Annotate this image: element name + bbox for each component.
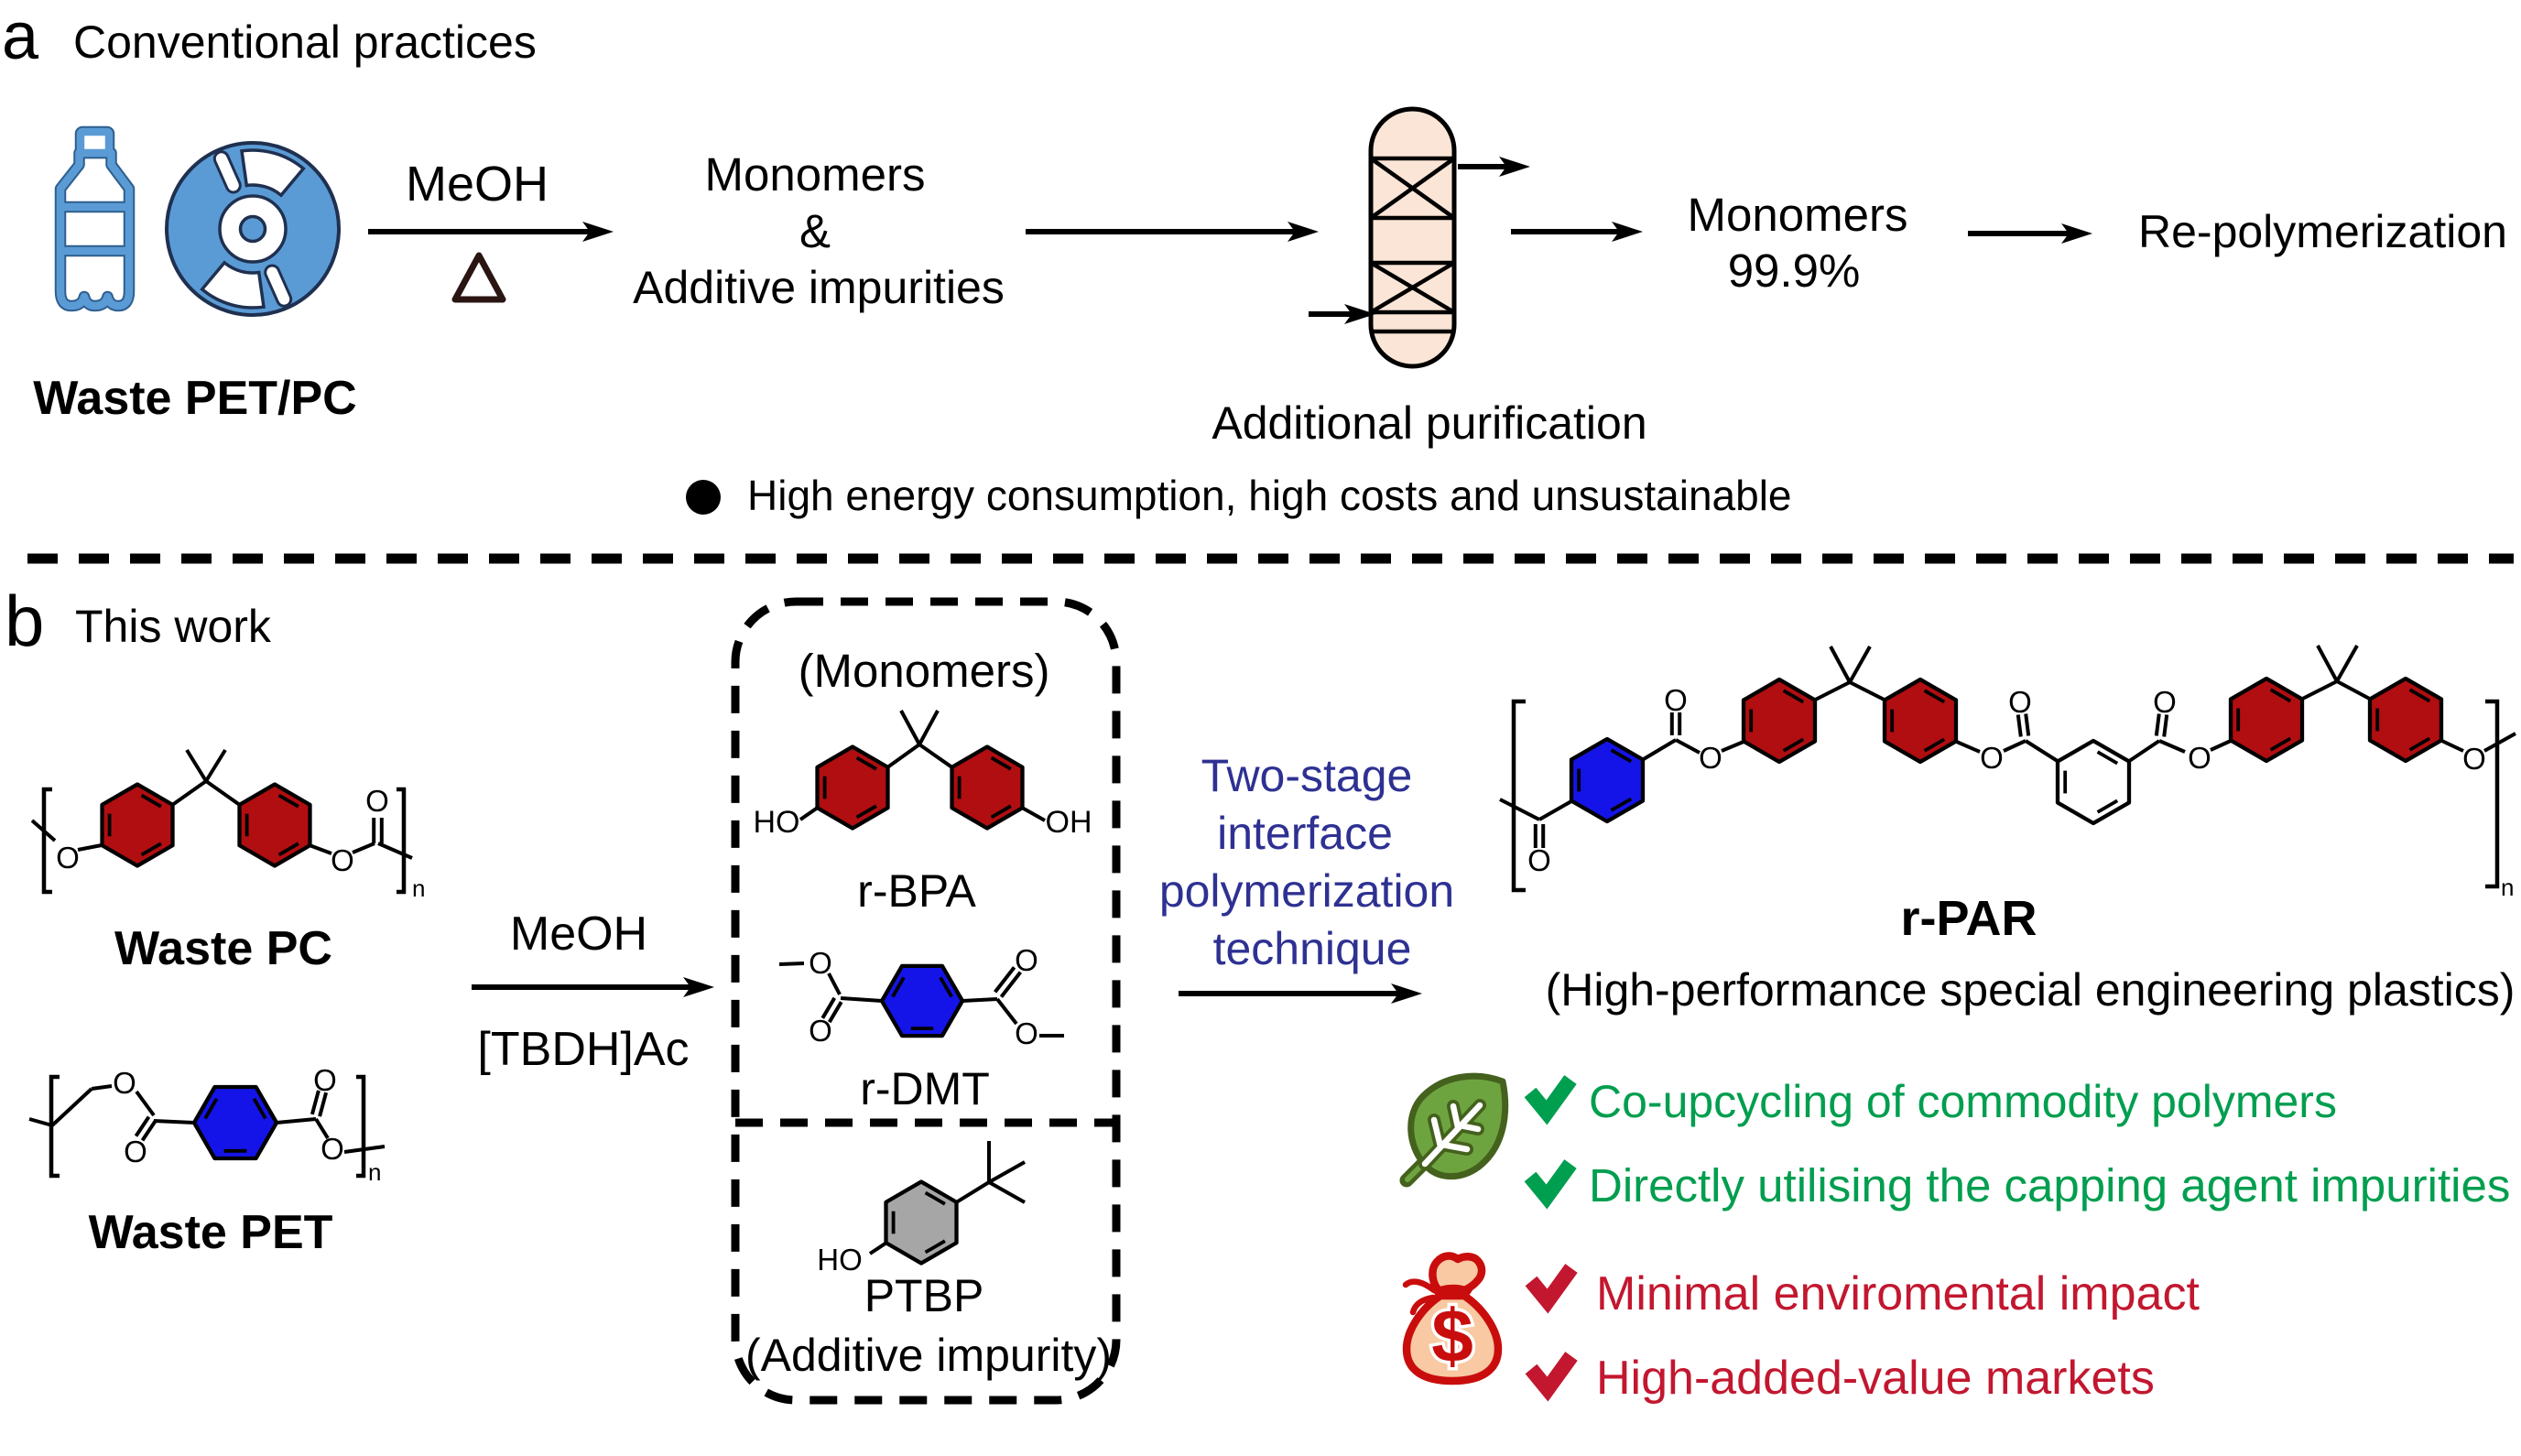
svg-text:technique: technique bbox=[1213, 923, 1412, 974]
svg-text:O: O bbox=[1664, 683, 1688, 717]
svg-text:O: O bbox=[113, 1066, 136, 1100]
svg-text:Monomers: Monomers bbox=[705, 148, 926, 201]
svg-text:Re-polymerization: Re-polymerization bbox=[2138, 206, 2507, 257]
svg-text:(Additive impurity): (Additive impurity) bbox=[745, 1330, 1112, 1381]
svg-text:Co-upcycling of commodity poly: Co-upcycling of commodity polymers bbox=[1589, 1076, 2337, 1127]
svg-text:a: a bbox=[2, 0, 39, 73]
svg-text:This work: This work bbox=[75, 601, 272, 652]
svg-text:HO: HO bbox=[817, 1243, 863, 1277]
svg-text:O: O bbox=[124, 1135, 147, 1168]
svg-text:O: O bbox=[1699, 741, 1722, 775]
svg-text:Waste PET/PC: Waste PET/PC bbox=[33, 372, 357, 425]
svg-text:(High-performance special engi: (High-performance special engineering pl… bbox=[1546, 964, 2516, 1016]
svg-text:r-DMT: r-DMT bbox=[860, 1063, 990, 1114]
svg-text:HO: HO bbox=[754, 805, 800, 840]
svg-text:High energy consumption, high: High energy consumption, high costs and … bbox=[747, 472, 1792, 519]
svg-text:MeOH: MeOH bbox=[510, 907, 647, 961]
svg-text:O: O bbox=[2188, 741, 2211, 775]
svg-text:O: O bbox=[56, 841, 80, 875]
svg-text:O: O bbox=[1015, 943, 1038, 977]
svg-text:O: O bbox=[2462, 742, 2486, 776]
svg-text:O: O bbox=[809, 1014, 832, 1048]
svg-text:O: O bbox=[1527, 843, 1551, 877]
svg-text:Waste PET: Waste PET bbox=[89, 1206, 333, 1259]
svg-text:r-PAR: r-PAR bbox=[1900, 891, 2037, 946]
svg-text:Additional purification: Additional purification bbox=[1212, 397, 1646, 449]
svg-text:O: O bbox=[313, 1063, 337, 1097]
svg-text:r-BPA: r-BPA bbox=[857, 865, 976, 917]
svg-text:Two-stage: Two-stage bbox=[1201, 750, 1413, 801]
svg-text:O: O bbox=[331, 843, 354, 877]
svg-text:O: O bbox=[365, 784, 389, 818]
svg-text:n: n bbox=[2501, 874, 2514, 901]
svg-text:O: O bbox=[2008, 685, 2032, 719]
svg-text:OH: OH bbox=[1046, 805, 1092, 840]
svg-text:polymerization: polymerization bbox=[1159, 865, 1454, 917]
svg-text:Minimal enviromental impact: Minimal enviromental impact bbox=[1596, 1267, 2200, 1320]
svg-text:n: n bbox=[368, 1158, 381, 1186]
svg-text:O: O bbox=[1980, 741, 2004, 775]
svg-text:$: $ bbox=[1431, 1295, 1473, 1378]
svg-text:Directly utilising the capping: Directly utilising the capping agent imp… bbox=[1589, 1159, 2510, 1212]
svg-text:O: O bbox=[2153, 685, 2177, 719]
svg-text:99.9%: 99.9% bbox=[1728, 244, 1861, 297]
svg-text:MeOH: MeOH bbox=[406, 157, 549, 212]
svg-text:O: O bbox=[321, 1132, 344, 1166]
svg-text:Conventional practices: Conventional practices bbox=[73, 16, 537, 68]
svg-text:Monomers: Monomers bbox=[1688, 189, 1908, 241]
svg-text:[TBDH]Ac: [TBDH]Ac bbox=[477, 1023, 689, 1076]
svg-text:interface: interface bbox=[1217, 808, 1393, 859]
svg-text:&: & bbox=[799, 205, 831, 257]
svg-text:Additive impurities: Additive impurities bbox=[633, 262, 1005, 313]
svg-text:PTBP: PTBP bbox=[864, 1270, 984, 1321]
svg-text:Waste PC: Waste PC bbox=[114, 922, 332, 975]
svg-text:O: O bbox=[1015, 1016, 1038, 1050]
svg-text:(Monomers): (Monomers) bbox=[799, 645, 1050, 697]
svg-text:High-added-value markets: High-added-value markets bbox=[1596, 1352, 2155, 1405]
svg-text:b: b bbox=[5, 581, 44, 661]
svg-text:n: n bbox=[412, 875, 425, 902]
